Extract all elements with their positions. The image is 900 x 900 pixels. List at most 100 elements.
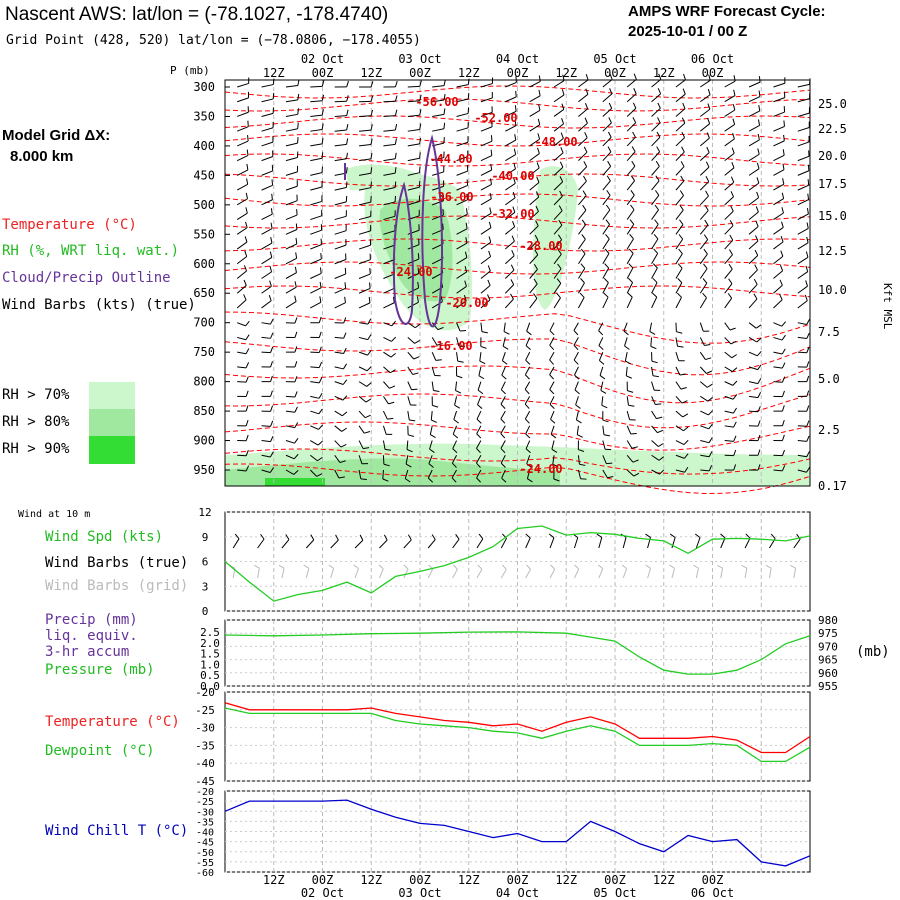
profile-wind-barb: [724, 234, 734, 250]
profile-wind-barb: [334, 80, 349, 88]
profile-wind-barb: [724, 278, 733, 294]
profile-wind-barb: [549, 351, 555, 365]
isotherm-label: -36.00: [430, 190, 473, 204]
profile-wind-barb: [651, 366, 660, 378]
profile-wind-barb: [237, 419, 249, 427]
profile-wind-barb: [237, 348, 250, 355]
profile-wind-barb: [358, 425, 371, 434]
profile-wind-barb: [500, 381, 506, 395]
precip-tick-label: 1.5: [200, 648, 220, 661]
profile-wind-barb: [602, 248, 610, 265]
legend-wind-barbs: Wind Barbs (kts) (true): [2, 297, 196, 313]
wind-barb-grid: [378, 564, 384, 579]
profile-wind-barb: [578, 263, 586, 279]
profile-wind-barb: [261, 265, 273, 279]
profile-wind-barb: [480, 265, 491, 279]
profile-wind-barb: [285, 391, 298, 398]
profile-wind-barb: [748, 206, 759, 220]
isotherm-label: -44.00: [429, 152, 472, 166]
height-tick-label: 25.0: [818, 97, 847, 111]
profile-wind-barb: [675, 131, 686, 147]
time-tick-label-bottom: 12Z: [653, 873, 675, 887]
pressure-tick-label: 900: [193, 434, 215, 448]
profile-wind-barb: [310, 209, 323, 221]
profile-wind-barb: [310, 331, 322, 339]
wind-barb-true: [452, 533, 460, 549]
profile-wind-barb: [773, 419, 785, 427]
profile-wind-barb: [261, 150, 274, 162]
profile-wind-barb: [724, 435, 737, 442]
profile-wind-barb: [358, 334, 372, 341]
profile-wind-barb: [310, 94, 325, 103]
profile-wind-barb: [310, 316, 322, 324]
profile-wind-barb: [651, 292, 658, 309]
profile-wind-barb: [577, 440, 585, 452]
profile-wind-barb: [626, 131, 636, 147]
profile-wind-barb: [310, 137, 324, 147]
isotherm-label: -32.00: [491, 207, 534, 221]
profile-wind-barb: [504, 220, 516, 235]
profile-wind-barb: [456, 208, 468, 221]
pressure-tick-label: 970: [818, 640, 838, 653]
isotherm-line: [224, 365, 811, 404]
profile-wind-barb: [797, 451, 810, 458]
profile-wind-barb: [431, 381, 440, 393]
profile-wind-barb: [451, 455, 458, 468]
profile-wind-barb: [525, 351, 531, 365]
profile-wind-barb: [724, 366, 738, 373]
temperature-tick-label: -20: [195, 686, 215, 699]
profile-wind-barb: [428, 455, 434, 468]
profile-wind-barb: [334, 282, 347, 294]
profile-wind-barb: [285, 437, 299, 444]
profile-wind-barb: [236, 178, 249, 191]
profile-wind-barb: [577, 292, 585, 309]
profile-wind-barb: [358, 196, 372, 206]
isotherm-label: -40.00: [491, 169, 534, 183]
profile-wind-barb: [237, 320, 250, 327]
pressure-tick-label: 750: [193, 345, 215, 359]
profile-wind-barb: [598, 351, 605, 365]
profile-wind-barb: [675, 292, 682, 309]
profile-wind-barb: [577, 455, 586, 466]
profile-wind-barb: [602, 175, 611, 191]
forecast-cycle-value: 2025-10-01 / 00 Z: [628, 23, 748, 40]
wind-barb-grid: [549, 564, 556, 579]
profile-wind-barb: [602, 102, 613, 117]
profile-wind-barb: [285, 209, 298, 221]
profile-wind-barb: [700, 395, 713, 402]
profile-wind-barb: [748, 191, 760, 206]
profile-wind-barb: [553, 292, 561, 309]
profile-wind-barb: [675, 161, 685, 176]
profile-wind-barb: [724, 104, 736, 117]
profile-wind-barb: [598, 337, 604, 351]
profile-wind-barb: [407, 181, 421, 191]
profile-wind-barb: [773, 120, 785, 132]
date-label-bottom: 06 Oct: [691, 886, 734, 900]
profile-wind-barb: [480, 337, 487, 349]
profile-wind-barb: [334, 181, 348, 191]
profile-wind-barb: [358, 366, 372, 372]
profile-wind-barb: [456, 237, 468, 250]
wind-chill-tick-label: -50: [196, 848, 214, 859]
profile-wind-barb: [334, 123, 349, 132]
profile-wind-barb: [553, 118, 565, 132]
temperature-dewpoint-panel: -20 -25 -30 -35 -40 -45: [195, 686, 811, 788]
profile-wind-barb: [553, 147, 564, 162]
profile-wind-barb: [456, 337, 465, 347]
profile-wind-barb: [261, 208, 273, 221]
wind-barb-true: [354, 534, 364, 549]
legend-wind-barbs-grid: Wind Barbs (grid): [45, 578, 189, 594]
profile-wind-barb: [651, 454, 665, 461]
profile-wind-barb: [724, 380, 738, 386]
profile-wind-barb: [334, 239, 347, 250]
wind-chill-tick-label: -55: [196, 858, 214, 869]
pressure-tick-label: 400: [193, 139, 215, 153]
profile-wind-barb: [456, 352, 464, 363]
profile-wind-barb: [626, 117, 637, 132]
profile-wind-barb: [602, 190, 611, 206]
profile-wind-barb: [383, 138, 397, 147]
profile-wind-barb: [651, 352, 658, 364]
legend-wind-10m: Wind at 10 m: [18, 509, 91, 520]
time-tick-label-top: 12Z: [653, 66, 675, 80]
profile-wind-barb: [285, 317, 298, 324]
